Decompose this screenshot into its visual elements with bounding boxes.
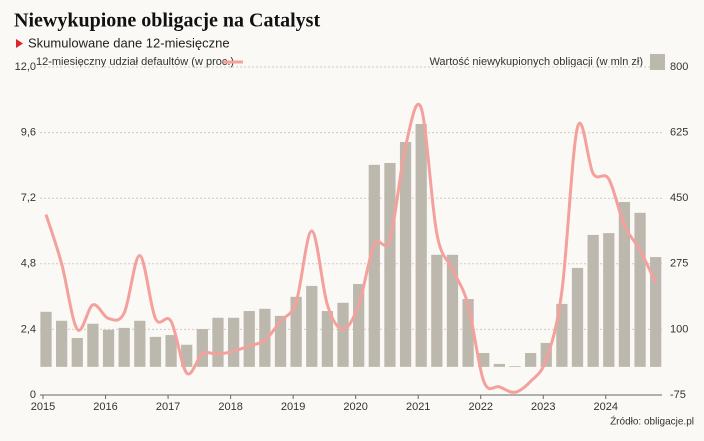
y-tick-label: 9,6 xyxy=(21,127,36,139)
x-tick-label: 2019 xyxy=(281,401,305,413)
bar xyxy=(603,233,615,367)
y-tick-label: 0 xyxy=(30,389,36,401)
bar xyxy=(650,257,662,367)
bar xyxy=(102,329,115,367)
x-tick-label: 2022 xyxy=(468,401,492,413)
bar xyxy=(165,335,177,367)
bar xyxy=(227,317,240,367)
bar xyxy=(212,317,224,367)
bar xyxy=(524,353,537,367)
bar xyxy=(446,254,459,367)
bar xyxy=(556,303,568,367)
bar xyxy=(40,311,52,367)
bar xyxy=(134,320,146,367)
y-tick-label: 2,4 xyxy=(21,323,36,335)
bar xyxy=(399,141,412,367)
bar xyxy=(181,344,193,367)
x-tick-label: 2020 xyxy=(343,401,367,413)
bar xyxy=(634,212,646,367)
bar xyxy=(321,311,334,367)
bar xyxy=(368,164,380,367)
legend-bar-swatch xyxy=(650,54,665,70)
x-tick-label: 2023 xyxy=(531,401,555,413)
bar xyxy=(290,296,302,367)
bar xyxy=(462,299,474,367)
x-tick-label: 2015 xyxy=(31,401,55,413)
bar xyxy=(353,284,365,367)
bar xyxy=(571,267,584,367)
chart-title: Niewykupione obligacje na Catalyst xyxy=(14,10,320,32)
y2-tick-label: 625 xyxy=(670,127,688,139)
y-tick-label: 7,2 xyxy=(21,192,36,204)
y2-tick-label: 100 xyxy=(670,323,688,335)
bar xyxy=(478,353,490,367)
y-tick-label: 4,8 xyxy=(21,258,36,270)
bar xyxy=(384,162,396,367)
chart-subtitle: Skumulowane dane 12-miesięczne xyxy=(28,35,230,50)
x-tick-label: 2016 xyxy=(93,401,117,413)
source: Źródło: obligacje.pl xyxy=(610,415,694,428)
bar xyxy=(431,254,443,367)
bar xyxy=(337,302,349,367)
y2-tick-label: 800 xyxy=(670,61,688,73)
bar xyxy=(71,338,83,367)
line xyxy=(44,102,658,394)
bar xyxy=(149,336,162,367)
bar xyxy=(243,311,255,367)
bar xyxy=(87,323,99,367)
bar xyxy=(587,234,599,367)
bar xyxy=(493,363,505,367)
bar xyxy=(509,366,521,367)
bar xyxy=(415,123,427,367)
bar xyxy=(306,285,318,367)
bar xyxy=(56,320,68,367)
legend-line-label: 12-miesięczny udział defaultów (w proc.) xyxy=(36,56,234,68)
x-tick-label: 2024 xyxy=(594,401,618,413)
bar xyxy=(118,327,130,367)
bar xyxy=(618,201,631,367)
y2-tick-label: 275 xyxy=(670,258,688,270)
y2-tick-label: -75 xyxy=(670,389,686,401)
bar xyxy=(274,315,287,367)
y-tick-label: 12,0 xyxy=(15,61,36,73)
bar xyxy=(196,329,208,367)
subtitle-marker xyxy=(16,39,23,48)
x-tick-label: 2021 xyxy=(406,401,430,413)
legend-bar-label: Wartość niewykupionych obligacji (w mln … xyxy=(429,56,643,68)
bar xyxy=(259,308,271,367)
x-tick-label: 2018 xyxy=(218,401,242,413)
y2-tick-label: 450 xyxy=(670,192,688,204)
x-tick-label: 2017 xyxy=(156,401,180,413)
